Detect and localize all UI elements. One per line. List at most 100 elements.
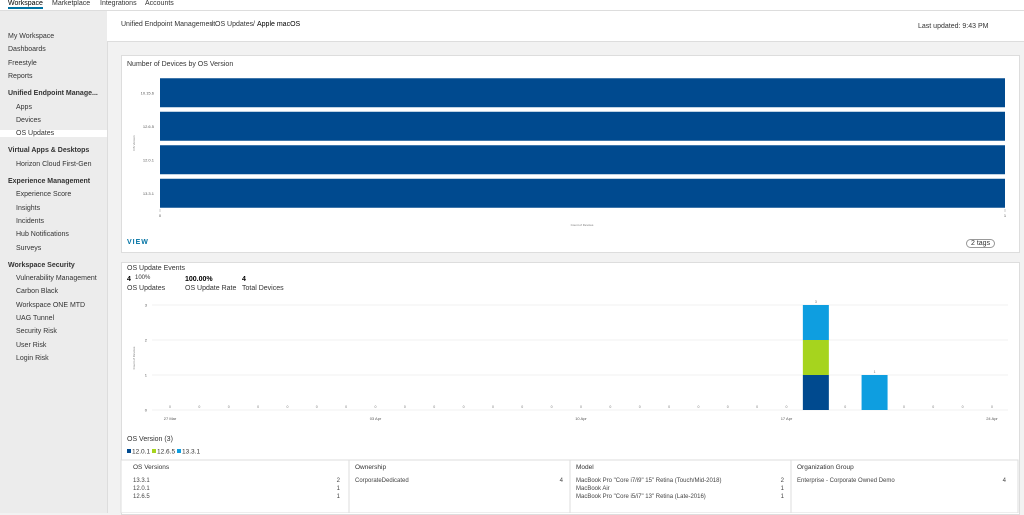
header	[107, 11, 1024, 42]
stat-label: OS Update Rate	[185, 285, 237, 292]
stat-extra: 100%	[135, 275, 151, 281]
sidebar-item[interactable]: Reports	[8, 72, 33, 80]
table-count: 1	[781, 486, 785, 492]
y-tick-label: 0	[145, 408, 148, 413]
table-count: 1	[337, 486, 341, 492]
bar-segment	[802, 305, 829, 340]
total-label: 0	[521, 405, 523, 409]
sidebar-item[interactable]: Devices	[16, 116, 41, 124]
breadcrumb-current: Apple macOS	[257, 21, 301, 28]
stat-value: 100.00%	[185, 276, 213, 283]
sidebar-item[interactable]: OS Updates	[0, 130, 107, 138]
table-count: 1	[337, 494, 341, 500]
sidebar-section[interactable]: Workspace Security	[8, 261, 75, 269]
sidebar-item[interactable]: Login Risk	[16, 354, 49, 362]
stat-value: 4	[127, 276, 131, 283]
legend-swatch	[127, 449, 131, 453]
stat-label: Total Devices	[242, 285, 284, 292]
sidebar-item[interactable]: Security Risk	[16, 328, 57, 336]
total-label: 0	[492, 405, 494, 409]
nav-tab[interactable]: Workspace	[8, 0, 43, 9]
bar	[160, 78, 1005, 108]
table-cell: Enterprise - Corporate Owned Demo	[797, 478, 895, 484]
total-label: 0	[169, 405, 171, 409]
table-cell: MacBook Air	[576, 486, 610, 492]
total-label: 0	[198, 405, 200, 409]
table-cell: MacBook Pro "Core i5/i7" 13" Retina (Lat…	[576, 494, 706, 500]
sidebar-item[interactable]: Carbon Black	[16, 288, 59, 296]
table-header: Ownership	[355, 464, 386, 471]
sidebar-item[interactable]: User Risk	[16, 341, 47, 349]
y-tick-label: 3	[145, 303, 148, 308]
table-cell: CorporateDedicated	[355, 478, 409, 484]
sidebar-item[interactable]: My Workspace	[8, 33, 55, 40]
y-tick-label: 1	[145, 373, 148, 378]
nav-tab[interactable]: Integrations	[100, 0, 137, 7]
total-label: 0	[756, 405, 758, 409]
total-label: 0	[668, 405, 670, 409]
total-label: 0	[932, 405, 934, 409]
separator: /	[211, 21, 213, 28]
breadcrumb[interactable]: Unified Endpoint Management	[121, 21, 216, 28]
sidebar-item[interactable]: Incidents	[16, 217, 45, 225]
table-header: Organization Group	[797, 464, 854, 471]
x-tick-label: 10 Apr	[575, 416, 587, 421]
x-tick-label: 1	[1004, 213, 1007, 218]
sidebar-item[interactable]: Hub Notifications	[16, 231, 69, 239]
y-axis-label: OS Version	[132, 135, 136, 151]
bar-segment	[861, 375, 888, 410]
breadcrumb[interactable]: OS Updates	[215, 21, 254, 28]
y-axis-label: Count of Devices	[132, 346, 136, 369]
sidebar-item[interactable]: Surveys	[16, 244, 42, 252]
total-label: 0	[727, 405, 729, 409]
tags-pill[interactable]: 2 tags	[966, 239, 996, 248]
legend-swatch	[152, 449, 156, 453]
chart-title: OS Update Events	[127, 265, 185, 272]
y-tick-label: 10.15.6	[141, 90, 155, 95]
sidebar-item[interactable]: Insights	[16, 204, 41, 212]
sidebar-section[interactable]: Virtual Apps & Desktops	[8, 147, 90, 155]
total-label: 0	[286, 405, 288, 409]
x-tick-label: 0	[159, 213, 162, 218]
total-label: 0	[844, 405, 846, 409]
sidebar-item[interactable]: Dashboards	[8, 46, 46, 54]
sidebar-section[interactable]: Unified Endpoint Manage...	[8, 90, 98, 98]
total-label: 0	[580, 405, 582, 409]
view-link[interactable]: VIEW	[127, 239, 149, 246]
chart-title: Number of Devices by OS Version	[127, 61, 233, 68]
legend-label: 13.3.1	[182, 449, 200, 456]
sidebar-item[interactable]: Apps	[16, 103, 32, 111]
sidebar-item[interactable]: Workspace ONE MTD	[16, 301, 86, 309]
total-label: 0	[697, 405, 699, 409]
legend-label: 12.0.1	[132, 449, 150, 456]
last-updated: Last updated: 9:43 PM	[918, 23, 989, 30]
sidebar	[0, 11, 108, 513]
bar	[160, 145, 1005, 175]
sidebar-item[interactable]: Experience Score	[16, 191, 72, 199]
sidebar-item[interactable]: UAG Tunnel	[16, 315, 55, 322]
total-label: 0	[375, 405, 377, 409]
x-tick-label: 17 Apr	[781, 416, 793, 421]
sidebar-item[interactable]: Vulnerability Management	[16, 275, 97, 283]
table-cell: 13.3.1	[133, 478, 150, 484]
stat-label: OS Updates	[127, 285, 166, 292]
stat-value: 4	[242, 276, 246, 283]
nav-tab[interactable]: Accounts	[145, 0, 174, 7]
table-cell: 12.0.1	[133, 486, 150, 492]
total-label: 0	[991, 405, 993, 409]
sidebar-section[interactable]: Experience Management	[8, 178, 91, 185]
total-label: 0	[228, 405, 230, 409]
top-nav	[0, 0, 1024, 11]
table-count: 4	[1003, 478, 1007, 484]
sidebar-item[interactable]: Freestyle	[8, 59, 37, 67]
total-label: 0	[433, 405, 435, 409]
table-count: 2	[337, 478, 341, 484]
y-tick-label: 2	[145, 338, 148, 343]
table-header: Model	[576, 464, 594, 471]
sidebar-item[interactable]: Horizon Cloud First-Gen	[16, 160, 92, 168]
total-label: 3	[815, 300, 817, 304]
nav-tab[interactable]: Marketplace	[52, 0, 91, 7]
total-label: 0	[404, 405, 406, 409]
